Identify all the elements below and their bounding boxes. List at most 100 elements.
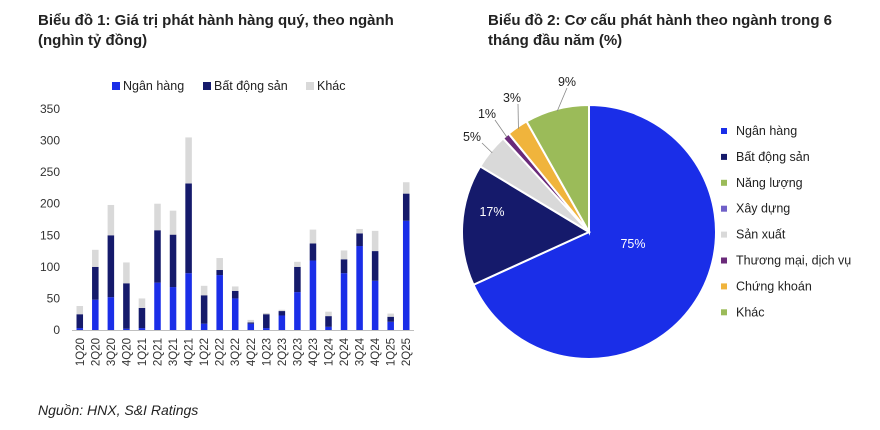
bar-4Q20-bat-dong-san <box>123 283 130 329</box>
bar-4Q24-bat-dong-san <box>371 251 379 281</box>
bar-4Q21-ngan-hang <box>185 273 192 330</box>
y-tick-label: 300 <box>40 134 60 148</box>
bar-3Q22-bat-dong-san <box>231 290 239 299</box>
bar-4Q24-khac <box>371 230 379 252</box>
x-tick-label: 4Q20 <box>121 338 133 366</box>
bar-2Q21-khac <box>154 203 161 231</box>
bar-3Q22-khac <box>231 286 239 291</box>
legend2-label: Năng lượng <box>736 176 803 190</box>
bar-2Q20-ngan-hang <box>92 299 99 330</box>
bar-4Q21-bat-dong-san <box>185 183 192 274</box>
legend2-label: Sản xuất <box>736 228 786 242</box>
pie-label: 5% <box>463 130 481 144</box>
x-tick-label: 1Q25 <box>386 338 398 366</box>
chart1-title-line2: (nghìn tỷ đồng) <box>38 32 148 49</box>
y-tick-label: 0 <box>53 323 60 337</box>
bar-2Q25-khac <box>402 182 410 194</box>
bar-1Q24-bat-dong-san <box>325 316 332 327</box>
bar-4Q22-khac <box>247 319 255 323</box>
bar-3Q21-ngan-hang <box>169 287 177 330</box>
bar-4Q24-ngan-hang <box>371 280 379 330</box>
bar-1Q21-bat-dong-san <box>138 307 146 329</box>
bar-2Q20-khac <box>92 249 99 267</box>
bar-2Q23-ngan-hang <box>278 315 286 330</box>
x-tick-label: 3Q21 <box>168 338 180 366</box>
x-tick-label: 2Q23 <box>277 338 289 366</box>
x-tick-label: 1Q24 <box>324 337 336 366</box>
x-tick-label: 4Q24 <box>370 337 382 366</box>
bar-2Q25-ngan-hang <box>402 220 410 330</box>
bar-2Q23-bat-dong-san <box>278 311 286 316</box>
bar-2Q20-bat-dong-san <box>92 266 99 300</box>
bar-1Q20-khac <box>76 306 84 315</box>
bar-2Q24-ngan-hang <box>340 273 348 330</box>
bar-1Q22-bat-dong-san <box>200 295 208 324</box>
bar-3Q23-ngan-hang <box>294 292 301 330</box>
chart2-title-line1: Biểu đồ 2: Cơ cấu phát hành theo ngành t… <box>488 12 832 29</box>
bar-3Q20-khac <box>107 204 115 236</box>
bar-3Q24-ngan-hang <box>356 246 363 330</box>
x-tick-label: 1Q20 <box>75 338 87 366</box>
y-tick-label: 250 <box>40 165 60 179</box>
x-tick-label: 4Q22 <box>246 338 258 366</box>
legend1-swatch <box>306 82 314 90</box>
pie-label: 75% <box>620 237 645 251</box>
bar-2Q22-khac <box>216 258 223 271</box>
pie-leader-line <box>494 119 508 138</box>
pie-label: 17% <box>479 205 504 219</box>
bar-1Q24-khac <box>325 311 332 317</box>
legend2-swatch <box>721 153 727 160</box>
x-tick-label: 2Q25 <box>401 338 413 366</box>
legend1-label: Bất động sản <box>214 79 288 93</box>
x-tick-label: 3Q22 <box>230 338 242 366</box>
pie-slice-0 <box>472 103 717 360</box>
legend2-label: Chứng khoán <box>736 279 812 293</box>
bar-3Q24-khac <box>356 228 363 234</box>
x-tick-label: 4Q23 <box>308 338 320 366</box>
bar-1Q20-ngan-hang <box>76 328 84 330</box>
pie-leader-line <box>556 87 568 112</box>
legend2-label: Xây dựng <box>736 202 790 216</box>
x-tick-label: 2Q22 <box>215 338 227 366</box>
legend2-swatch <box>721 128 727 134</box>
bar-3Q23-khac <box>294 261 301 267</box>
legend2-swatch <box>721 179 727 186</box>
bar-1Q23-bat-dong-san <box>263 314 270 329</box>
x-tick-label: 3Q23 <box>292 338 304 366</box>
bar-1Q21-khac <box>138 298 146 308</box>
bar-1Q21-ngan-hang <box>138 328 146 330</box>
y-tick-label: 200 <box>40 197 60 211</box>
legend1-swatch <box>112 82 120 90</box>
legend2-swatch <box>721 205 727 212</box>
y-tick-label: 350 <box>40 102 60 116</box>
bar-4Q23-ngan-hang <box>309 260 317 330</box>
bar-4Q23-khac <box>309 229 317 244</box>
bar-2Q24-bat-dong-san <box>340 259 348 274</box>
x-tick-label: 3Q20 <box>106 338 118 366</box>
chart1-title: Biểu đồ 1: Giá trị phát hành hàng quý, t… <box>38 11 438 51</box>
pie-label: 3% <box>503 91 521 105</box>
bar-4Q22-ngan-hang <box>247 323 255 330</box>
bar-1Q24-ngan-hang <box>325 326 332 330</box>
legend2-label: Thương mại, dịch vụ <box>736 254 851 268</box>
bar-3Q21-khac <box>169 210 177 235</box>
x-tick-label: 2Q21 <box>153 338 165 366</box>
pie-label: 9% <box>558 75 576 89</box>
bar-2Q22-bat-dong-san <box>216 270 223 276</box>
y-tick-label: 150 <box>40 228 60 242</box>
legend2-swatch <box>721 283 727 290</box>
bar-3Q20-ngan-hang <box>107 297 115 330</box>
chart1-title-line1: Biểu đồ 1: Giá trị phát hành hàng quý, t… <box>38 12 394 29</box>
pie-leader-line <box>481 142 493 154</box>
bar-3Q20-bat-dong-san <box>107 235 115 298</box>
bar-1Q22-khac <box>200 285 208 296</box>
y-tick-label: 50 <box>47 291 61 305</box>
y-tick-label: 100 <box>40 260 60 274</box>
legend2-label: Bất động sản <box>736 150 810 164</box>
pie-label: 1% <box>478 107 496 121</box>
bar-2Q21-ngan-hang <box>154 282 161 330</box>
bar-3Q22-ngan-hang <box>231 298 239 330</box>
pie-slice-1 <box>461 165 592 287</box>
bar-3Q21-bat-dong-san <box>169 234 177 288</box>
